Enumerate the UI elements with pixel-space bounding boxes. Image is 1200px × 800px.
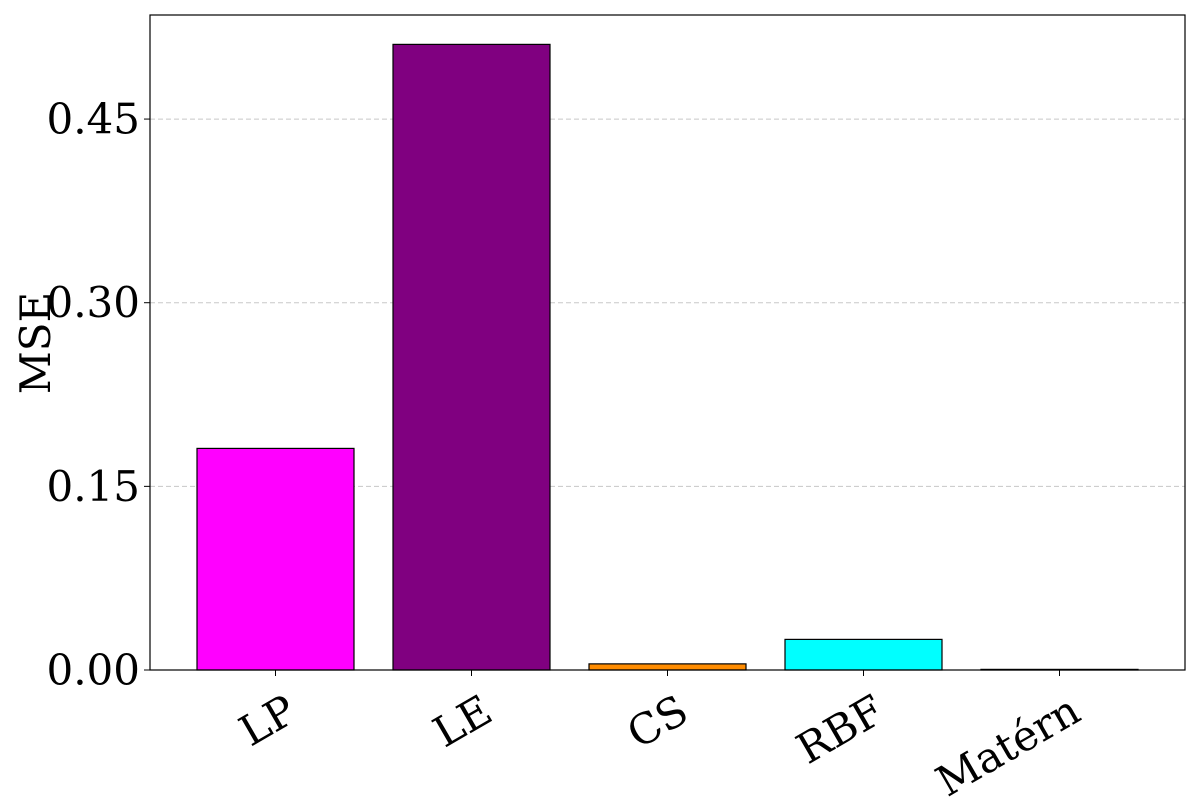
y-axis-ticks: 0.00 0.15 0.30 0.45: [46, 95, 150, 695]
y-axis-label: MSE: [11, 292, 60, 394]
x-axis-ticks: LP LE CS RBF Matérn: [231, 670, 1088, 800]
y-tick-label: 0.00: [46, 646, 140, 695]
x-tick-label: LE: [425, 685, 500, 757]
x-tick-label: LP: [231, 685, 304, 756]
bar-cs: [588, 663, 747, 671]
bars: [196, 43, 1139, 671]
bar-rbf: [784, 638, 943, 671]
x-tick-label: Matérn: [928, 685, 1088, 800]
x-tick-label: RBF: [788, 685, 892, 773]
y-tick-label: 0.45: [46, 95, 140, 144]
x-tick-label: CS: [619, 685, 696, 758]
bar-lp: [196, 447, 355, 671]
y-tick-label: 0.15: [46, 462, 140, 511]
gridlines: [150, 118, 1185, 487]
bar-le: [392, 43, 551, 671]
y-tick-label: 0.30: [46, 278, 140, 327]
